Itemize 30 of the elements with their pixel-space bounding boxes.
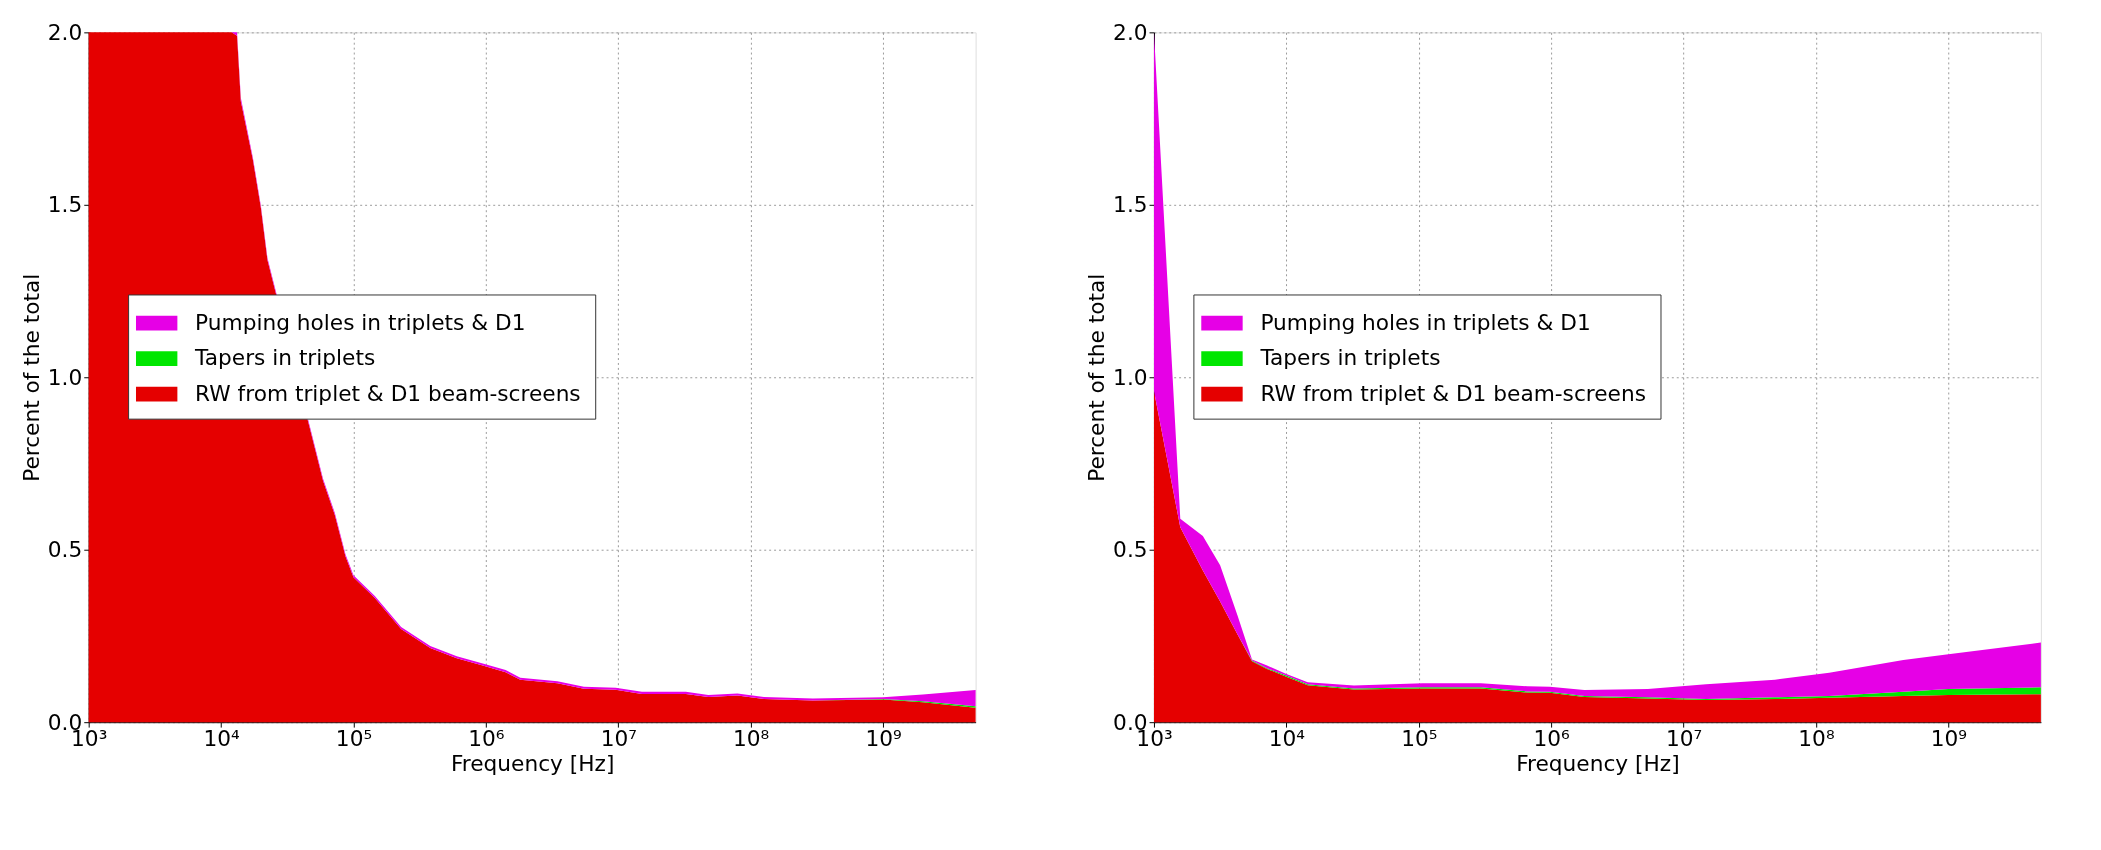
x-tick-label: 10⁷ — [600, 726, 637, 752]
x-tick-label: 10⁷ — [1665, 726, 1703, 752]
y-tick-label: 2.0 — [1113, 19, 1148, 45]
x-tick-label: 10⁵ — [1401, 726, 1438, 752]
y-tick-label: 0.5 — [47, 537, 83, 563]
legend-label: Pumping holes in triplets & D1 — [195, 309, 526, 335]
x-tick-label: 10⁸ — [733, 726, 770, 752]
legend-label: Pumping holes in triplets & D1 — [1260, 309, 1591, 335]
x-tick-label: 10⁵ — [335, 726, 373, 752]
x-axis-title: Frequency [Hz] — [450, 750, 615, 776]
x-tick-label: 10⁸ — [1798, 726, 1835, 752]
y-axis-title: Percent of the total — [18, 273, 44, 482]
legend-label: RW from triplet & D1 beam-screens — [1260, 380, 1646, 406]
legend-label: RW from triplet & D1 beam-screens — [195, 380, 581, 406]
legend-label: Tapers in triplets — [194, 345, 376, 371]
x-axis-title: Frequency [Hz] — [1516, 750, 1680, 776]
y-axis-title: Percent of the total — [1084, 273, 1110, 482]
y-tick-label: 0.5 — [1113, 537, 1148, 563]
y-tick-label: 1.0 — [1113, 364, 1148, 390]
y-tick-label: 1.5 — [1113, 192, 1148, 218]
x-tick-label: 10⁴ — [1268, 726, 1305, 752]
x-tick-label: 10⁶ — [468, 726, 505, 752]
x-tick-label: 10⁹ — [1930, 726, 1967, 752]
y-tick-label: 1.5 — [47, 192, 83, 218]
x-tick-label: 10⁴ — [203, 726, 240, 752]
x-tick-label: 10⁹ — [865, 726, 902, 752]
x-tick-label: 10⁶ — [1533, 726, 1570, 752]
y-tick-label: 2.0 — [47, 19, 83, 45]
y-tick-label: 1.0 — [47, 364, 83, 390]
legend-label: Tapers in triplets — [1259, 345, 1441, 371]
